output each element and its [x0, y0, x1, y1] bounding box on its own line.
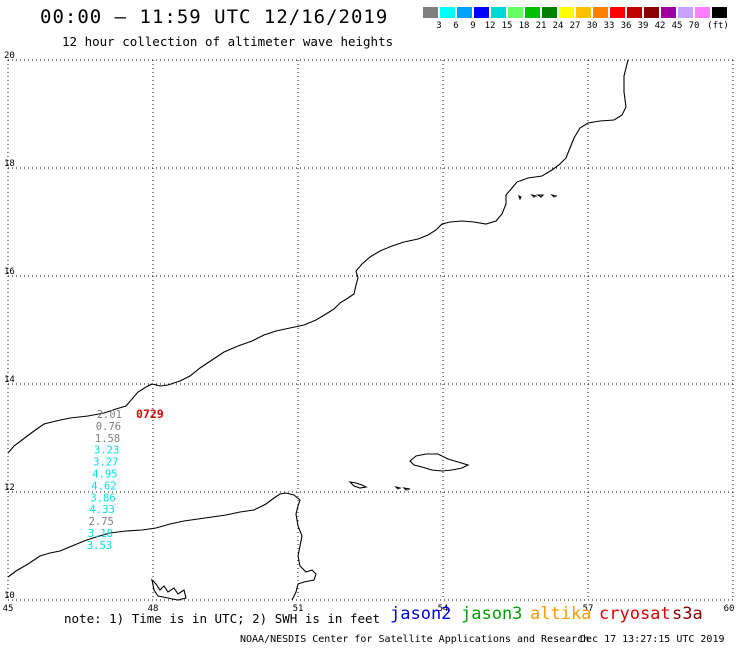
- legend-swatch: [422, 6, 439, 19]
- legend-label: 18: [518, 21, 530, 31]
- legend-label: 9: [470, 21, 476, 31]
- legend-label: 21: [535, 21, 547, 31]
- legend-swatch: [439, 6, 456, 19]
- legend-swatch: [456, 6, 473, 19]
- legend-swatch: [643, 6, 660, 19]
- africa-coastline: [7, 492, 317, 601]
- wave-height-label: 3.23: [94, 445, 119, 457]
- abd-al-kuri-island: [348, 481, 368, 489]
- legend-swatch: [541, 6, 558, 19]
- legend-label: 39: [637, 21, 649, 31]
- longitude-tick-label: 57: [583, 604, 594, 614]
- map-title: 00:00 — 11:59 UTC 12/16/2019: [40, 6, 389, 28]
- legend-swatch: [626, 6, 643, 19]
- legend-label: 36: [620, 21, 632, 31]
- latitude-tick-label: 10: [4, 591, 15, 601]
- latitude-tick-label: 18: [4, 159, 15, 169]
- legend-swatch: [609, 6, 626, 19]
- color-legend-swatches: [422, 6, 728, 19]
- legend-label: 24: [552, 21, 564, 31]
- satellite-label-altika: altika: [530, 604, 592, 624]
- legend-label: 33: [603, 21, 615, 31]
- altimeter-track-labels: 0729 2.010.761.583.233.274.954.623.864.3…: [87, 407, 164, 552]
- map-subtitle: 12 hour collection of altimeter wave hei…: [62, 34, 394, 49]
- socotra-island: [409, 453, 470, 472]
- pass-time-label: 0729: [136, 407, 164, 421]
- kuria-muria-islands: [518, 193, 558, 201]
- legend-label: 15: [501, 21, 513, 31]
- latitude-tick-label: 12: [4, 483, 15, 493]
- latitude-tick-label: 16: [4, 267, 15, 277]
- longitude-tick-label: 51: [293, 604, 304, 614]
- legend-label: 30: [586, 21, 598, 31]
- wave-height-label: 4.33: [90, 504, 115, 516]
- latitude-tick-label: 14: [4, 375, 15, 385]
- wave-height-label: 4.62: [91, 480, 116, 492]
- satellite-label-jason3: jason3: [461, 604, 523, 624]
- legend-swatch: [524, 6, 541, 19]
- wave-height-label: 3.53: [87, 540, 112, 552]
- legend-swatch: [575, 6, 592, 19]
- graticule-tick-labels: 45 48 51 54 57 60 20 18 16 14 12 10: [3, 51, 735, 614]
- generated-timestamp: Dec 17 13:27:15 UTC 2019: [580, 634, 725, 645]
- legend-label: 70: [688, 21, 700, 31]
- legend-swatch: [558, 6, 575, 19]
- inland-fragment: [151, 578, 187, 601]
- legend-label: 42: [654, 21, 666, 31]
- longitude-tick-label: 45: [3, 604, 14, 614]
- legend-swatch: [677, 6, 694, 19]
- legend-label: 12: [484, 21, 496, 31]
- units-note: note: 1) Time is in UTC; 2) SWH is in fe…: [64, 611, 381, 626]
- credit-line: NOAA/NESDIS Center for Satellite Applica…: [240, 634, 590, 645]
- longitude-tick-label: 60: [724, 604, 735, 614]
- graticule-grid: [7, 59, 734, 601]
- longitude-tick-label: 54: [438, 604, 449, 614]
- legend-swatch: [507, 6, 524, 19]
- legend-swatch: [490, 6, 507, 19]
- longitude-tick-label: 48: [148, 604, 159, 614]
- legend-label: 6: [453, 21, 459, 31]
- wave-height-label: 0.76: [96, 421, 121, 433]
- wave-height-label: 3.27: [93, 457, 118, 469]
- legend-swatch: [660, 6, 677, 19]
- color-legend-labels: 3 6 9 12 15 18 21 24 27 30 33 36 39 42 45 70 (ft): [422, 21, 740, 33]
- wave-height-label: 1.58: [95, 433, 120, 445]
- wave-height-label: 3.86: [90, 492, 115, 504]
- legend-label: 3: [436, 21, 442, 31]
- satellite-label-jason2: jason2: [390, 604, 452, 624]
- legend-label: 27: [569, 21, 581, 31]
- wave-height-label: 2.01: [97, 409, 122, 421]
- satellite-label-cryosat: cryosat: [599, 604, 671, 624]
- legend-swatch: [694, 6, 711, 19]
- arabian-coastline: [7, 59, 629, 454]
- legend-swatch: [592, 6, 609, 19]
- satellite-label-s3a: s3a: [672, 604, 703, 624]
- legend-swatch: [711, 6, 728, 19]
- legend-unit: (ft): [707, 21, 729, 31]
- wave-height-label: 2.75: [89, 516, 114, 528]
- legend-swatch: [473, 6, 490, 19]
- legend-label: 45: [671, 21, 683, 31]
- latitude-tick-label: 20: [4, 51, 15, 61]
- brothers-islets: [394, 485, 411, 491]
- wave-height-label: 4.95: [92, 469, 117, 481]
- wave-height-label: 3.18: [88, 528, 113, 540]
